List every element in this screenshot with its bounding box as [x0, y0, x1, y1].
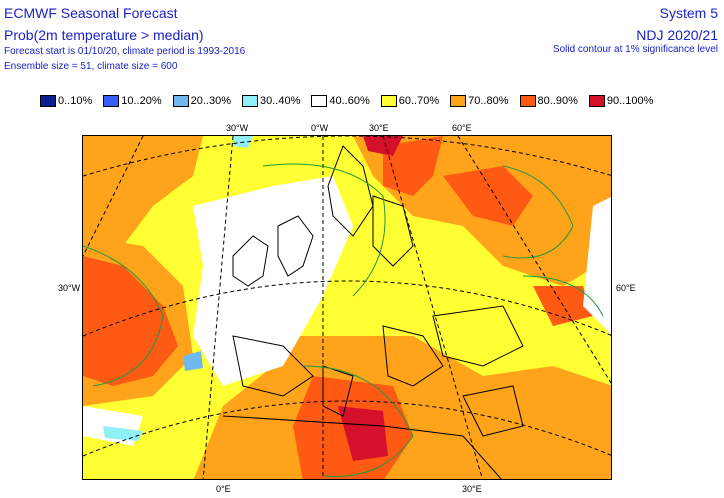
legend-swatch — [519, 95, 536, 107]
legend: 0..10% 10..20% 20..30% 30..40% 40..60% 60..70… — [40, 94, 664, 108]
legend-item: 0..10% — [40, 94, 92, 108]
legend-label: 70..80% — [468, 95, 509, 107]
legend-swatch — [172, 95, 189, 107]
contour-80-90-russia — [443, 166, 533, 226]
contour-30-40-sw — [103, 426, 143, 441]
legend-item: 30..40% — [242, 94, 300, 108]
legend-label: 90..100% — [606, 95, 654, 107]
page-subtitle: Prob(2m temperature > median) — [4, 27, 204, 43]
legend-item: 70..80% — [450, 94, 509, 108]
lon-label-60e-top: 60°E — [452, 123, 472, 133]
lat-label-right: 60°E — [616, 283, 636, 293]
lon-label-0-bottom: 0°E — [216, 484, 231, 494]
legend-item: 40..60% — [311, 94, 370, 108]
contour-20-30-spot — [183, 351, 203, 371]
forecast-info: Forecast start is 01/10/20, climate peri… — [4, 46, 246, 57]
map-panel — [82, 135, 612, 480]
legend-item: 80..90% — [519, 94, 578, 108]
legend-item: 60..70% — [380, 94, 440, 108]
legend-label: 20..30% — [190, 95, 231, 107]
page-title: ECMWF Seasonal Forecast — [4, 5, 178, 21]
legend-swatch — [380, 95, 397, 107]
legend-swatch — [242, 95, 258, 107]
contour-40-60-northsea — [193, 176, 353, 386]
contour-90-100-north — [363, 136, 403, 156]
lon-label-30e-top: 30°E — [369, 123, 389, 133]
legend-label: 40..60% — [329, 95, 370, 107]
contour-90-100-libya — [338, 406, 388, 461]
legend-label: 0..10% — [58, 95, 93, 107]
legend-item: 10..20% — [103, 94, 162, 108]
lon-label-0-top: 0°W — [311, 123, 329, 133]
legend-label: 60..70% — [398, 95, 440, 107]
contour-80-90-atlantic — [83, 256, 178, 386]
lat-label-left: 30°W — [58, 283, 81, 293]
contour-80-90-scandinavia — [383, 136, 443, 196]
legend-swatch — [450, 95, 467, 107]
ensemble-info: Ensemble size = 51, climate size = 600 — [4, 61, 178, 72]
significance-contours — [83, 163, 604, 477]
legend-swatch — [588, 95, 605, 107]
lon-label-30e-bottom: 30°E — [462, 484, 482, 494]
graticule — [83, 136, 611, 479]
period-label: NDJ 2020/21 — [636, 27, 718, 43]
contour-40-60-east — [583, 197, 611, 334]
contour-70-80-west — [83, 136, 203, 336]
significance-note: Solid contour at 1% significance level — [552, 44, 718, 55]
legend-label: 80..90% — [537, 95, 578, 107]
legend-item: 20..30% — [172, 94, 231, 108]
legend-swatch — [311, 95, 328, 107]
legend-swatch — [40, 95, 56, 107]
legend-swatch — [103, 95, 120, 107]
map-svg — [83, 136, 611, 479]
legend-item: 90..100% — [588, 94, 654, 108]
legend-label: 30..40% — [260, 95, 301, 107]
lon-label-30w-top: 30°W — [226, 123, 249, 133]
system-label: System 5 — [659, 5, 718, 21]
coastlines — [222, 145, 524, 479]
legend-label: 10..20% — [121, 95, 162, 107]
